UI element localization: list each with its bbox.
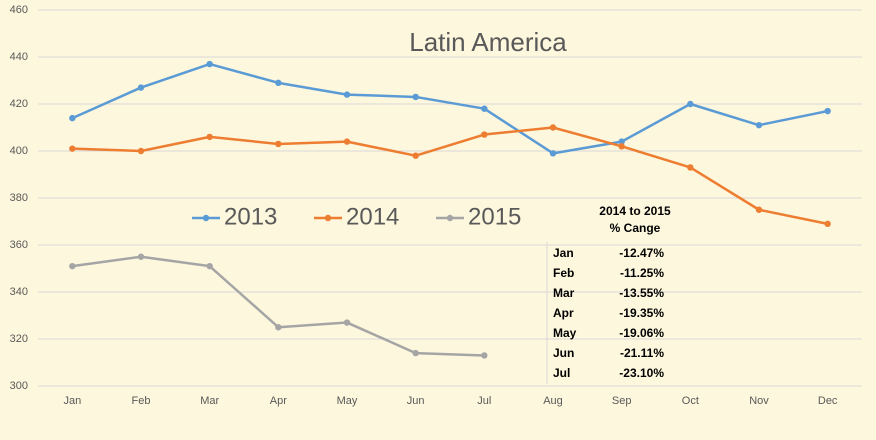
table-month: Jul xyxy=(553,366,570,380)
point xyxy=(206,133,213,141)
series-line xyxy=(72,126,828,226)
point xyxy=(481,352,488,359)
point xyxy=(206,262,213,270)
point xyxy=(69,145,76,152)
table-month: Apr xyxy=(553,306,574,320)
table-month: Jun xyxy=(553,346,574,360)
table-value: -12.47% xyxy=(619,246,664,260)
legend-label: 2013 xyxy=(224,203,277,230)
point xyxy=(755,121,763,129)
legend-marker xyxy=(202,214,210,222)
table-value: -21.11% xyxy=(620,346,664,360)
y-tick-label: 300 xyxy=(10,380,28,392)
grid xyxy=(38,9,862,387)
table-value: -11.25% xyxy=(620,266,664,280)
x-tick-label: May xyxy=(337,395,358,407)
point xyxy=(137,253,145,260)
y-tick-label: 400 xyxy=(10,145,28,157)
y-tick-label: 380 xyxy=(10,192,28,204)
x-tick-label: Nov xyxy=(749,395,769,407)
legend-marker xyxy=(324,214,332,222)
legend-label: 2015 xyxy=(468,203,521,230)
table-value: -13.55% xyxy=(619,286,664,300)
y-tick-label: 340 xyxy=(10,286,28,298)
point xyxy=(412,93,419,101)
y-tick-label: 440 xyxy=(10,51,28,63)
table-value: -23.10% xyxy=(619,366,664,380)
table-month: Jan xyxy=(553,246,574,260)
point xyxy=(412,349,419,357)
point xyxy=(412,152,419,159)
plot xyxy=(69,60,831,359)
point xyxy=(206,60,213,68)
point xyxy=(481,105,488,112)
y-tick-label: 420 xyxy=(10,98,28,110)
table-value: -19.06% xyxy=(619,326,664,340)
point xyxy=(343,138,351,145)
legend-marker xyxy=(446,214,454,222)
point xyxy=(755,206,763,213)
series-line xyxy=(71,62,828,155)
point xyxy=(824,220,831,228)
table-header: % Cange xyxy=(610,221,661,235)
point xyxy=(69,114,76,122)
x-tick-label: Mar xyxy=(200,395,219,407)
x-tick-label: Dec xyxy=(818,395,838,407)
legend-label: 2014 xyxy=(346,203,399,230)
point xyxy=(618,138,625,145)
point xyxy=(824,107,831,115)
y-tick-label: 360 xyxy=(10,239,28,251)
point xyxy=(549,150,557,157)
x-tick-label: Oct xyxy=(682,395,699,407)
x-tick-label: Apr xyxy=(270,395,287,407)
table-header: 2014 to 2015 xyxy=(599,204,671,218)
y-tick-label: 320 xyxy=(10,333,28,345)
x-tick-label: Sep xyxy=(612,395,632,407)
point xyxy=(275,79,282,87)
point xyxy=(137,147,145,155)
x-tick-label: Feb xyxy=(132,395,151,407)
x-tick-label: Jan xyxy=(63,395,81,407)
point xyxy=(343,319,351,326)
chart-title: Latin America xyxy=(409,27,567,57)
point xyxy=(618,143,625,150)
point xyxy=(481,131,488,138)
x-tick-label: Jun xyxy=(407,395,425,407)
point xyxy=(687,164,694,171)
y-tick-label: 460 xyxy=(10,4,28,16)
point xyxy=(137,84,145,91)
point xyxy=(343,91,351,98)
table-value: -19.35% xyxy=(619,306,664,320)
table-month: Mar xyxy=(553,286,575,300)
point xyxy=(687,100,694,108)
table-month: Feb xyxy=(553,266,574,280)
x-tick-label: Aug xyxy=(543,395,563,407)
point xyxy=(275,140,282,148)
point xyxy=(549,124,557,131)
x-tick-label: Jul xyxy=(477,395,491,407)
table-month: May xyxy=(553,326,577,340)
point xyxy=(275,324,282,331)
point xyxy=(69,262,76,270)
